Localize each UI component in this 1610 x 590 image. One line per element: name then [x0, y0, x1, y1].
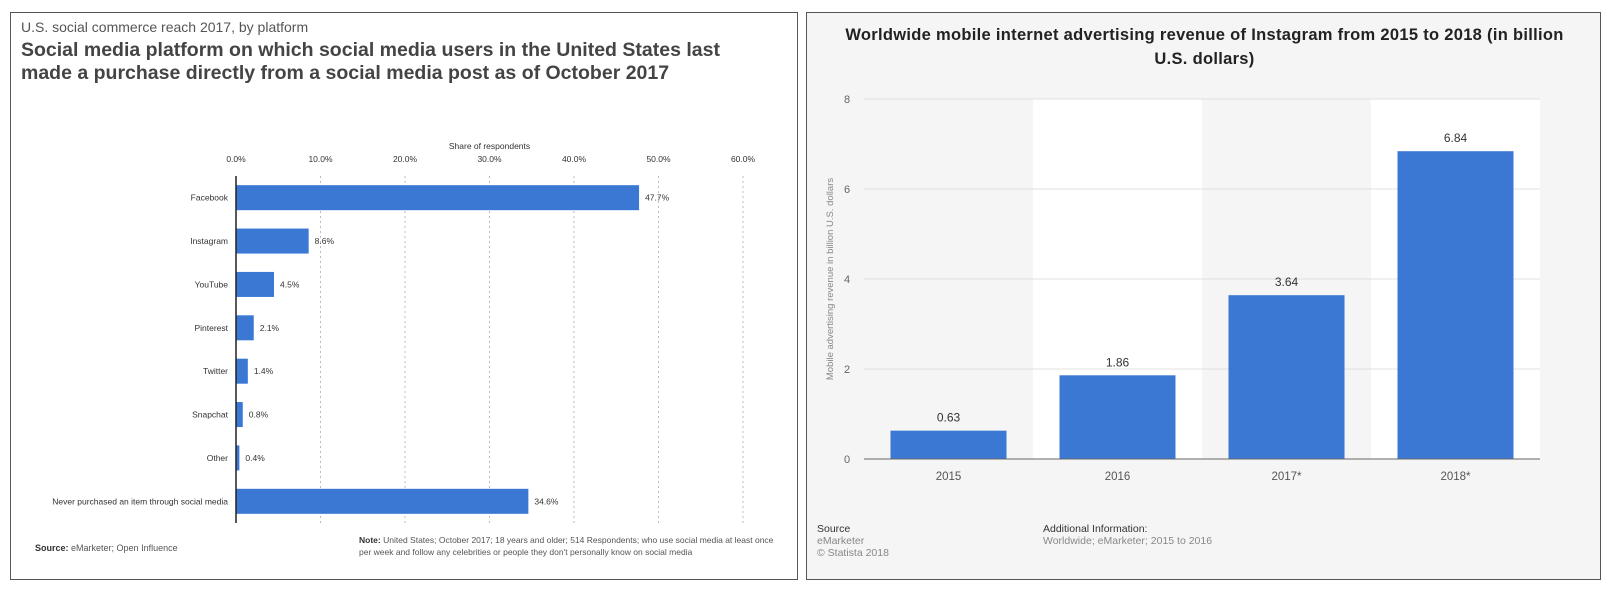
- x-tick-label: 2018*: [1440, 471, 1471, 483]
- bar: [236, 228, 309, 254]
- y-tick-label: 6: [844, 184, 850, 196]
- chart-note: Note: United States; October 2017; 18 ye…: [359, 534, 779, 558]
- y-tick-label: 8: [844, 94, 850, 106]
- bar: [236, 402, 243, 428]
- chart-source: Source: eMarketer; Open Influence: [35, 543, 178, 553]
- y-tick-label: 0: [844, 454, 850, 466]
- data-label: 1.4%: [254, 366, 274, 376]
- bar: [1397, 151, 1514, 459]
- x-tick-label: 10.0%: [308, 154, 333, 164]
- y-tick-label: 2: [844, 364, 850, 376]
- x-tick-label: 40.0%: [562, 154, 587, 164]
- category-label: YouTube: [195, 279, 229, 289]
- data-label: 3.64: [1275, 275, 1299, 289]
- x-tick-label: 0.0%: [226, 154, 246, 164]
- data-label: 34.6%: [534, 496, 559, 506]
- category-label: Never purchased an item through social m…: [52, 496, 228, 506]
- category-label: Facebook: [191, 193, 229, 203]
- additional-info-label: Additional Information:: [1043, 523, 1148, 535]
- additional-information: Additional Information: Worldwide; eMark…: [1043, 523, 1212, 547]
- y-axis-title: Mobile advertising revenue in billion U.…: [825, 178, 836, 380]
- chart-subtitle: U.S. social commerce reach 2017, by plat…: [21, 19, 309, 35]
- source-line: eMarketer: [817, 535, 865, 547]
- right-chart-panel: Worldwide mobile internet advertising re…: [806, 12, 1601, 580]
- chart-source: Source eMarketer © Statista 2018: [817, 523, 889, 559]
- data-label: 2.1%: [260, 323, 280, 333]
- x-tick-label: 2017*: [1271, 471, 1302, 483]
- note-label: Note:: [359, 535, 381, 545]
- bar: [236, 271, 275, 297]
- category-label: Other: [207, 453, 228, 463]
- x-tick-label: 2015: [936, 471, 962, 483]
- bar: [1228, 295, 1345, 459]
- x-tick-label: 20.0%: [393, 154, 418, 164]
- data-label: 0.63: [937, 411, 961, 425]
- y-tick-label: 4: [844, 274, 850, 286]
- data-label: 4.5%: [280, 279, 300, 289]
- data-label: 1.86: [1106, 355, 1130, 369]
- bar: [236, 185, 640, 211]
- data-label: 0.8%: [249, 410, 269, 420]
- left-chart-panel: U.S. social commerce reach 2017, by plat…: [10, 12, 798, 580]
- category-label: Twitter: [203, 366, 228, 376]
- x-tick-label: 30.0%: [477, 154, 502, 164]
- x-axis-title: Share of respondents: [449, 141, 530, 151]
- copyright-line: © Statista 2018: [817, 547, 889, 559]
- category-label: Pinterest: [194, 323, 228, 333]
- x-tick-label: 50.0%: [646, 154, 671, 164]
- horizontal-bar-chart: Share of respondents 0.0% 10.0% 20.0% 30.0% 4…: [52, 141, 756, 523]
- data-label: 6.84: [1444, 131, 1468, 145]
- bar: [236, 488, 529, 514]
- bar: [236, 358, 248, 384]
- vertical-bar-chart: 0 2 4 6 8 Mobile advertising revenue in billi…: [825, 94, 1540, 483]
- data-label: 47.7%: [645, 193, 670, 203]
- x-tick-label: 2016: [1105, 471, 1131, 483]
- source-label: Source:: [35, 543, 69, 553]
- bar: [890, 430, 1007, 459]
- additional-info-text: Worldwide; eMarketer; 2015 to 2016: [1043, 535, 1213, 547]
- chart-title: Social media platform on which social me…: [21, 39, 720, 84]
- source-text: eMarketer; Open Influence: [71, 543, 178, 553]
- note-text: United States; October 2017; 18 years an…: [359, 535, 774, 557]
- category-label: Snapchat: [192, 410, 229, 420]
- chart-title: Worldwide mobile internet advertising re…: [845, 26, 1564, 68]
- bar: [236, 315, 254, 341]
- category-label: Instagram: [190, 236, 228, 246]
- bar: [236, 445, 240, 471]
- data-label: 8.6%: [315, 236, 335, 246]
- x-tick-label: 60.0%: [731, 154, 756, 164]
- bar: [1059, 375, 1176, 459]
- data-label: 0.4%: [245, 453, 265, 463]
- source-label: Source: [817, 523, 851, 535]
